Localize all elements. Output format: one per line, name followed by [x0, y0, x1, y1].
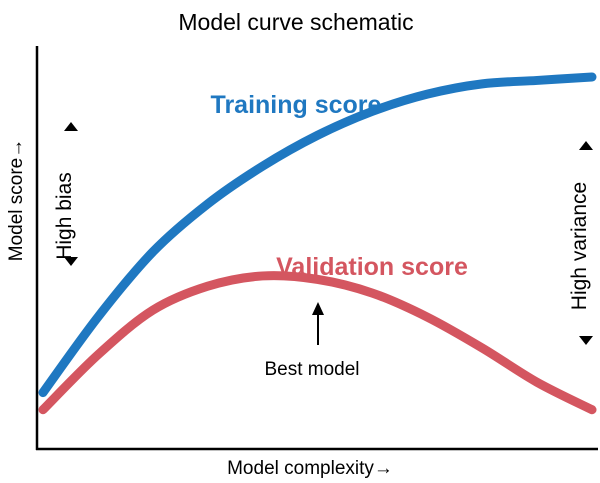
high-variance-arrow-up-icon [579, 141, 593, 150]
high-bias-label: High bias [53, 172, 76, 260]
y-axis-label: Model score→ [6, 139, 27, 262]
best-model-arrow-icon [312, 302, 324, 315]
high-variance-label: High variance [568, 182, 591, 310]
chart-title: Model curve schematic [178, 9, 413, 35]
validation-score-line [38, 271, 597, 415]
best-model-label: Best model [264, 359, 359, 380]
high-variance-note: High variance [568, 141, 593, 345]
high-bias-arrow-down-icon [64, 257, 78, 266]
high-bias-arrow-up-icon [64, 122, 78, 131]
x-axis-label: Model complexity→ [227, 458, 393, 479]
best-model-annotation: Best model [264, 302, 360, 380]
validation-score-label: Validation score [276, 253, 468, 281]
training-score-label: Training score [211, 91, 382, 119]
high-bias-note: High bias [53, 122, 78, 266]
training-score-line [38, 72, 597, 398]
high-variance-arrow-down-icon [579, 336, 593, 345]
